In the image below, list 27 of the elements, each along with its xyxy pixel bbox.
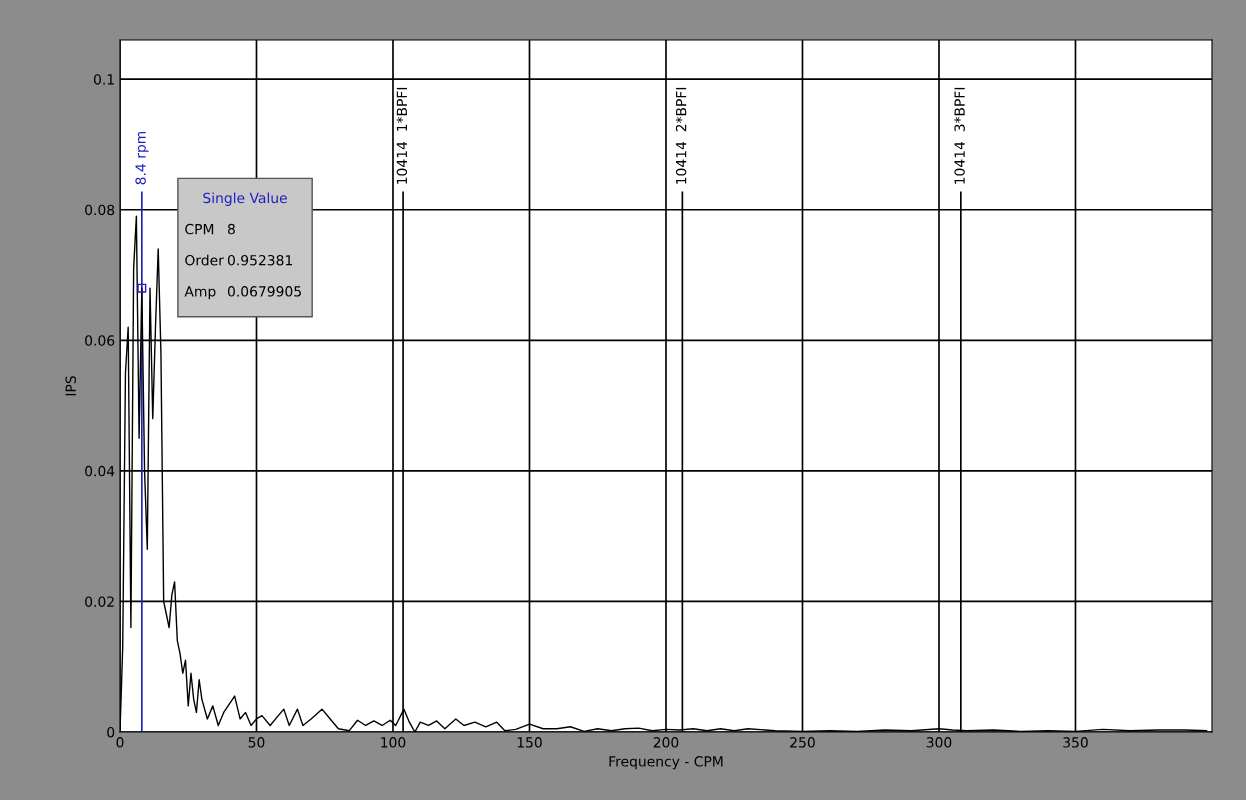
y-tick-label: 0.04	[85, 465, 115, 477]
x-axis-title: Frequency - CPM	[609, 756, 723, 770]
annotation: Single Value	[203, 192, 287, 206]
x-tick-label: 200	[653, 737, 679, 748]
annotation: 8	[227, 223, 235, 235]
x-tick-label: 100	[381, 737, 406, 748]
x-tick-label: 300	[926, 737, 952, 748]
y-tick-label: 0.08	[85, 204, 115, 216]
x-tick-label: 350	[1063, 737, 1088, 748]
y-axis-title: IPS	[65, 376, 76, 396]
annotation: CPM	[185, 223, 214, 235]
annotation: 0.952381	[227, 254, 292, 266]
ref-line-label: 10414 3*BPFI	[954, 87, 965, 184]
x-tick-label: 0	[116, 737, 124, 748]
annotation: Amp	[184, 286, 216, 300]
y-tick-label: 0.1	[93, 74, 114, 85]
y-tick-label: 0.02	[85, 596, 114, 607]
annotation: 0.0679905	[227, 286, 301, 297]
x-tick-label: 50	[248, 737, 265, 748]
x-tick-label: 250	[790, 737, 815, 748]
ref-line-label: 8.4 rpm	[135, 131, 149, 185]
x-tick-label: 150	[517, 737, 542, 748]
annotation: Order	[185, 254, 224, 266]
y-tick-label: 0.06	[85, 335, 115, 346]
y-tick-label: 0	[107, 726, 115, 738]
ref-line-label: 10414 1*BPFI	[396, 87, 408, 184]
ref-line-label: 10414 2*BPFI	[675, 87, 687, 184]
